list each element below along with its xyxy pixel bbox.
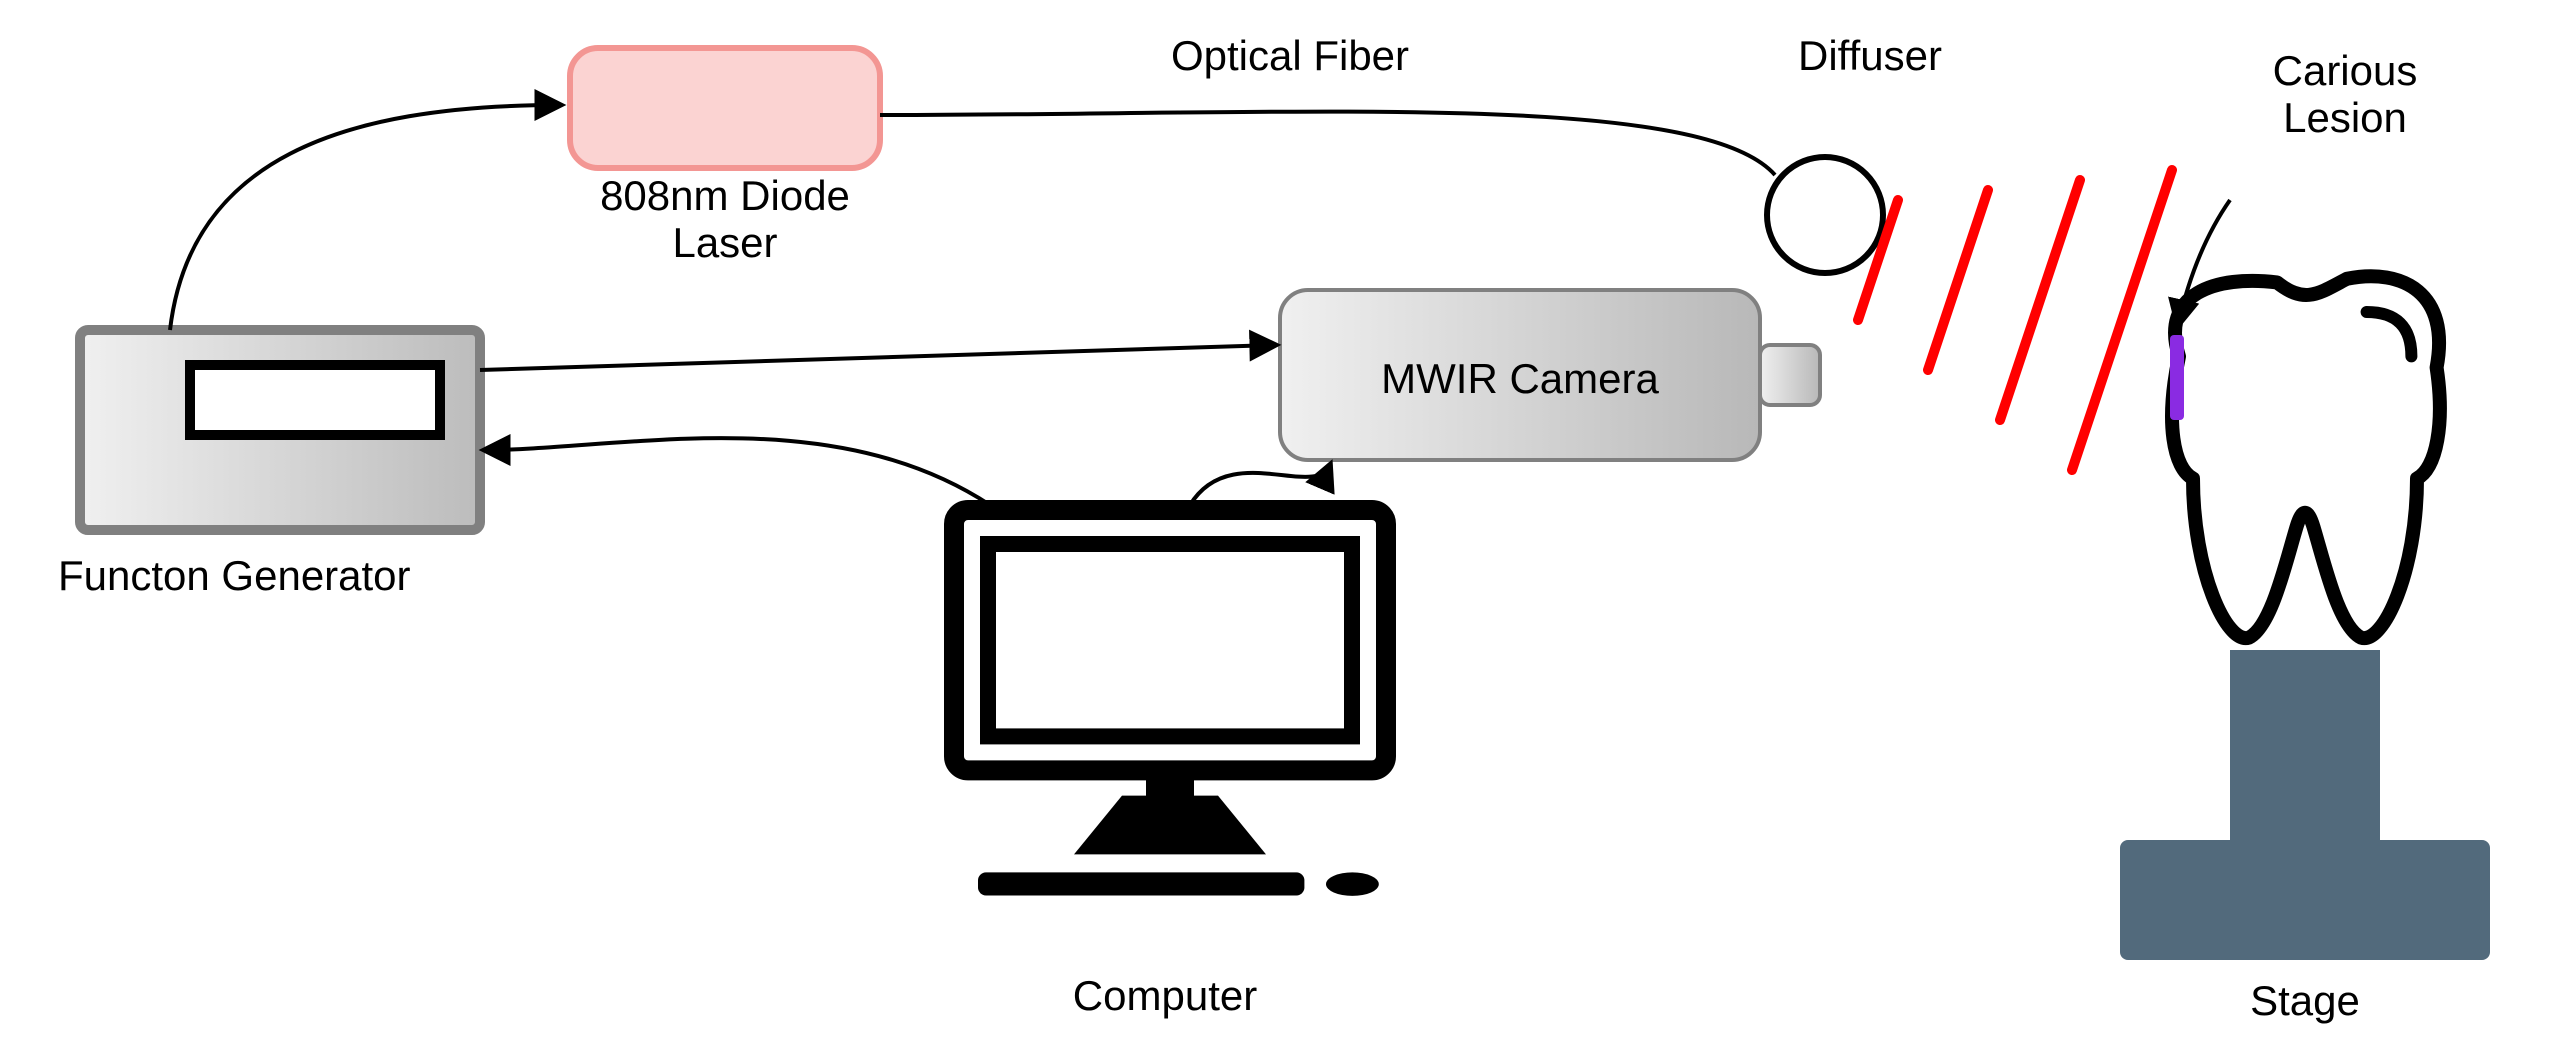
arrow-computer-to-camera xyxy=(1190,465,1330,505)
label-carious-lesion: CariousLesion xyxy=(2273,47,2418,141)
label-laser: 808nm DiodeLaser xyxy=(600,172,850,266)
optical-fiber-line xyxy=(880,112,1775,175)
label-camera: MWIR Camera xyxy=(1381,355,1659,402)
diode-laser xyxy=(570,48,880,168)
beam-line-3 xyxy=(2072,170,2172,470)
arrow-fg-to-camera xyxy=(480,345,1275,370)
arrow-fg-to-laser xyxy=(170,105,560,330)
mwir-camera-lens xyxy=(1760,345,1820,405)
label-stage: Stage xyxy=(2250,977,2360,1024)
label-computer: Computer xyxy=(1073,972,1257,1019)
stage-base xyxy=(2120,840,2490,960)
carious-lesion-marker xyxy=(2170,335,2184,420)
label-optical-fiber: Optical Fiber xyxy=(1171,32,1409,79)
function-generator-display xyxy=(190,365,440,435)
computer-icon xyxy=(954,510,1386,896)
beam-line-1 xyxy=(1928,190,1988,370)
label-diffuser: Diffuser xyxy=(1798,32,1942,79)
diffuser xyxy=(1767,157,1883,273)
label-function-generator: Functon Generator xyxy=(58,552,411,599)
beam-line-2 xyxy=(2000,180,2080,420)
arrow-computer-to-fg xyxy=(485,438,990,505)
stage-column xyxy=(2230,650,2380,840)
